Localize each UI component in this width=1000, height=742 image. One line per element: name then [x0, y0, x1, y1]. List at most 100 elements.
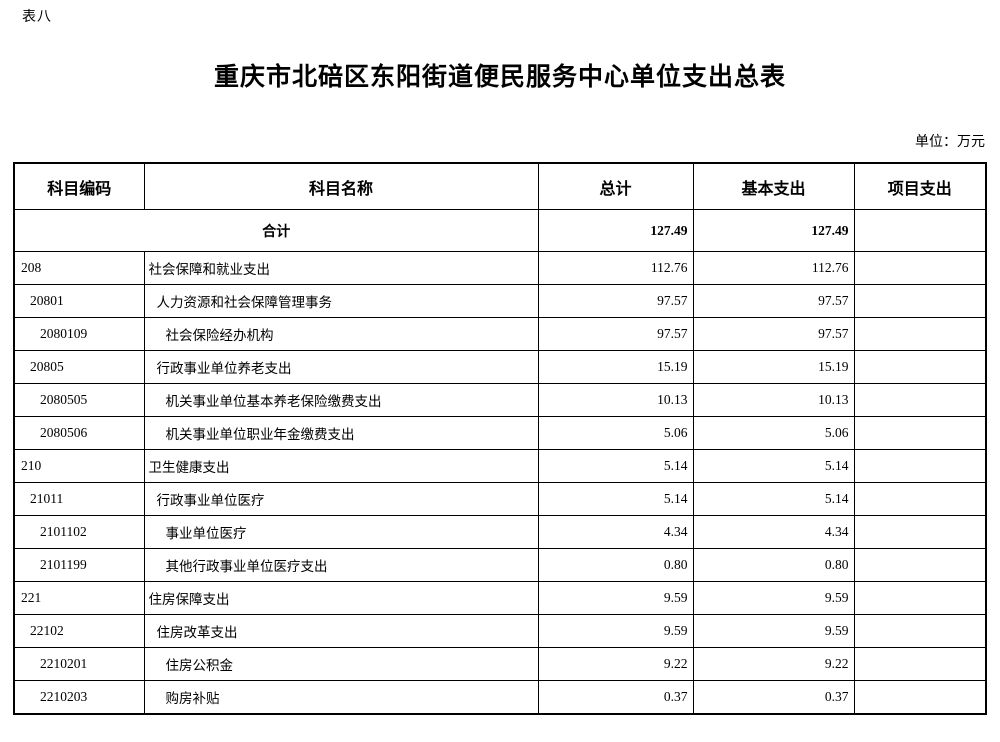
subject-name-cell: 行政事业单位医疗 [143, 482, 539, 516]
col-header-basic: 基本支出 [692, 162, 855, 210]
subject-code-cell: 21011 [13, 482, 145, 516]
total-value-cell: 15.19 [537, 350, 694, 384]
col-header-subject-name: 科目名称 [143, 162, 539, 210]
total-value-cell: 5.14 [537, 449, 694, 483]
table-row: 208 社会保障和就业支出 112.76 112.76 [13, 251, 987, 285]
col-header-project: 项目支出 [853, 162, 987, 210]
basic-value-cell: 15.19 [692, 350, 855, 384]
total-value-cell: 112.76 [537, 251, 694, 285]
table-row: 2080506 机关事业单位职业年金缴费支出 5.06 5.06 [13, 416, 987, 450]
table-row: 20805 行政事业单位养老支出 15.19 15.19 [13, 350, 987, 384]
subject-name-cell: 其他行政事业单位医疗支出 [143, 548, 539, 582]
total-value-cell: 0.37 [537, 680, 694, 715]
table-row: 2210201 住房公积金 9.22 9.22 [13, 647, 987, 681]
basic-value-cell: 9.59 [692, 614, 855, 648]
unit-note: 单位：万元 [915, 135, 985, 150]
total-sum-cell: 127.49 [537, 209, 694, 252]
project-value-cell [853, 317, 987, 351]
project-value-cell [853, 416, 987, 450]
subject-name-cell: 卫生健康支出 [143, 449, 539, 483]
table-row: 2210203 购房补贴 0.37 0.37 [13, 680, 987, 715]
basic-value-cell: 5.14 [692, 449, 855, 483]
subject-code-cell: 2101102 [13, 515, 145, 549]
subject-name-cell: 机关事业单位基本养老保险缴费支出 [143, 383, 539, 417]
basic-value-cell: 4.34 [692, 515, 855, 549]
subject-code-cell: 2080506 [13, 416, 145, 450]
basic-value-cell: 5.14 [692, 482, 855, 516]
expenditure-table: 科目编码 科目名称 总计 基本支出 项目支出 合计 127.49 127.49 … [13, 162, 987, 715]
project-value-cell [853, 482, 987, 516]
subject-name-cell: 行政事业单位养老支出 [143, 350, 539, 384]
project-value-cell [853, 284, 987, 318]
subject-name-cell: 购房补贴 [143, 680, 539, 715]
subject-name-cell: 人力资源和社会保障管理事务 [143, 284, 539, 318]
table-row: 210 卫生健康支出 5.14 5.14 [13, 449, 987, 483]
subject-name-cell: 社会保障和就业支出 [143, 251, 539, 285]
subject-name-cell: 社会保险经办机构 [143, 317, 539, 351]
table-row: 21011 行政事业单位医疗 5.14 5.14 [13, 482, 987, 516]
subject-name-cell: 住房保障支出 [143, 581, 539, 615]
table-row: 2080109 社会保险经办机构 97.57 97.57 [13, 317, 987, 351]
subject-code-cell: 2101199 [13, 548, 145, 582]
table-row: 20801 人力资源和社会保障管理事务 97.57 97.57 [13, 284, 987, 318]
subject-code-cell: 2210201 [13, 647, 145, 681]
total-basic-cell: 127.49 [692, 209, 855, 252]
total-value-cell: 5.14 [537, 482, 694, 516]
project-value-cell [853, 581, 987, 615]
subject-name-cell: 住房公积金 [143, 647, 539, 681]
project-value-cell [853, 350, 987, 384]
total-value-cell: 4.34 [537, 515, 694, 549]
table-number-label: 表八 [22, 10, 52, 25]
subject-name-cell: 事业单位医疗 [143, 515, 539, 549]
total-value-cell: 97.57 [537, 317, 694, 351]
subject-code-cell: 2080109 [13, 317, 145, 351]
basic-value-cell: 0.80 [692, 548, 855, 582]
project-value-cell [853, 548, 987, 582]
project-value-cell [853, 680, 987, 715]
basic-value-cell: 5.06 [692, 416, 855, 450]
total-value-cell: 9.59 [537, 614, 694, 648]
table-row: 22102 住房改革支出 9.59 9.59 [13, 614, 987, 648]
project-value-cell [853, 515, 987, 549]
total-row: 合计 127.49 127.49 [13, 209, 987, 252]
basic-value-cell: 97.57 [692, 317, 855, 351]
basic-value-cell: 9.22 [692, 647, 855, 681]
total-label-cell: 合计 [13, 209, 539, 252]
total-value-cell: 5.06 [537, 416, 694, 450]
total-value-cell: 97.57 [537, 284, 694, 318]
project-value-cell [853, 449, 987, 483]
header-row: 科目编码 科目名称 总计 基本支出 项目支出 [13, 162, 987, 210]
page-title: 重庆市北碚区东阳街道便民服务中心单位支出总表 [213, 63, 786, 91]
basic-value-cell: 112.76 [692, 251, 855, 285]
total-value-cell: 9.22 [537, 647, 694, 681]
subject-code-cell: 221 [13, 581, 145, 615]
total-value-cell: 0.80 [537, 548, 694, 582]
project-value-cell [853, 614, 987, 648]
col-header-total: 总计 [537, 162, 694, 210]
basic-value-cell: 97.57 [692, 284, 855, 318]
table-row: 2080505 机关事业单位基本养老保险缴费支出 10.13 10.13 [13, 383, 987, 417]
basic-value-cell: 0.37 [692, 680, 855, 715]
basic-value-cell: 9.59 [692, 581, 855, 615]
subject-name-cell: 机关事业单位职业年金缴费支出 [143, 416, 539, 450]
basic-value-cell: 10.13 [692, 383, 855, 417]
subject-code-cell: 2080505 [13, 383, 145, 417]
project-value-cell [853, 251, 987, 285]
subject-code-cell: 20805 [13, 350, 145, 384]
total-value-cell: 10.13 [537, 383, 694, 417]
table-row: 2101102 事业单位医疗 4.34 4.34 [13, 515, 987, 549]
project-value-cell [853, 383, 987, 417]
project-value-cell [853, 647, 987, 681]
table-row: 221 住房保障支出 9.59 9.59 [13, 581, 987, 615]
subject-code-cell: 208 [13, 251, 145, 285]
subject-code-cell: 2210203 [13, 680, 145, 715]
subject-name-cell: 住房改革支出 [143, 614, 539, 648]
table-body: 合计 127.49 127.49 208 社会保障和就业支出 112.76 11… [13, 209, 987, 715]
col-header-subject-code: 科目编码 [13, 162, 145, 210]
table-row: 2101199 其他行政事业单位医疗支出 0.80 0.80 [13, 548, 987, 582]
subject-code-cell: 210 [13, 449, 145, 483]
subject-code-cell: 20801 [13, 284, 145, 318]
total-project-cell [853, 209, 987, 252]
subject-code-cell: 22102 [13, 614, 145, 648]
